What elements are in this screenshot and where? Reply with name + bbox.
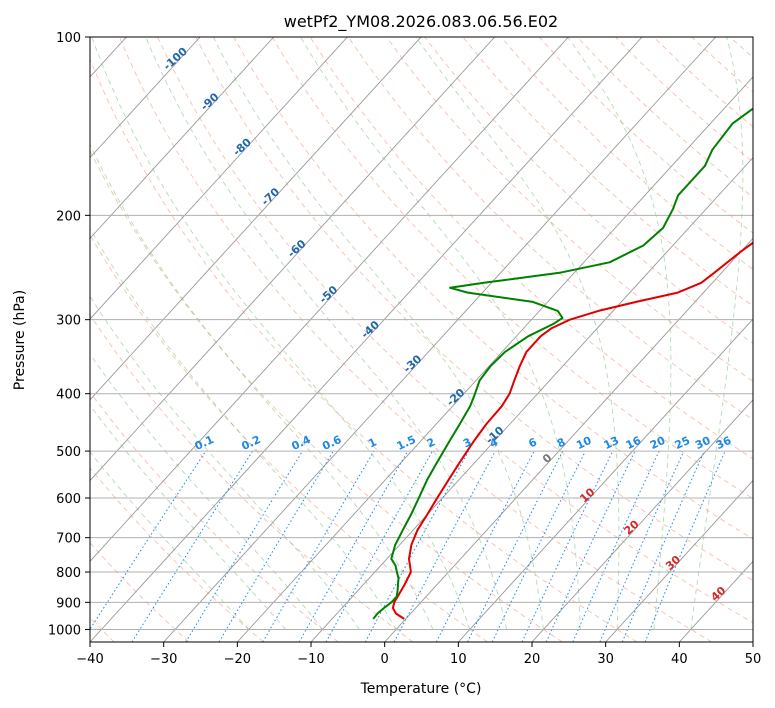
isotherm-line <box>310 156 753 642</box>
mixing-ratio-line <box>599 450 685 642</box>
x-tick-label: 30 <box>597 652 614 667</box>
x-tick-label: 50 <box>745 652 762 667</box>
mixing-ratio-line <box>364 450 470 642</box>
moist-adiabat <box>690 37 744 630</box>
isotherm-line <box>384 237 753 642</box>
moist-adiabat <box>90 227 397 630</box>
isotherm-line <box>163 37 717 642</box>
mixing-ratio-line <box>185 450 303 642</box>
moist-adiabat <box>90 295 360 630</box>
mixing-ratio-line <box>393 450 496 642</box>
y-tick-label: 600 <box>56 492 81 507</box>
x-axis-title: Temperature (°C) <box>360 681 482 697</box>
y-tick-label: 400 <box>56 388 81 403</box>
moist-adiabat <box>567 37 672 630</box>
temperature-profile-line <box>391 241 753 620</box>
mixing-ratio-line <box>90 450 207 631</box>
pressure-gridlines <box>90 37 753 630</box>
y-tick-label: 1000 <box>48 623 81 638</box>
mixing-ratio-label: 36 <box>714 434 734 452</box>
isotherm-line <box>90 37 201 159</box>
y-tick-label: 500 <box>56 445 81 460</box>
y-tick-label: 100 <box>56 31 81 46</box>
isotherm-line <box>90 37 643 642</box>
moist-adiabat <box>90 451 250 630</box>
moist-adiabat <box>415 37 620 630</box>
dewpoint-profile-line <box>372 107 753 620</box>
dry-adiabat <box>462 37 753 307</box>
dry-adiabat <box>271 37 753 500</box>
y-tick-label: 800 <box>56 566 81 581</box>
y-axis-title: Pressure (hPa) <box>12 290 28 390</box>
chart-title: wetPf2_YM08.2026.083.06.56.E02 <box>284 12 558 32</box>
x-tick-label: −10 <box>297 652 324 667</box>
isotherm-line <box>237 76 753 642</box>
mixing-ratio-line <box>467 450 564 642</box>
moist-adiabat <box>300 37 581 630</box>
isotherm-line <box>90 37 569 562</box>
x-tick-label: 0 <box>381 652 389 667</box>
moist-adiabat <box>90 404 286 630</box>
x-tick-label: 20 <box>524 652 541 667</box>
mixing-ratio-line <box>572 450 660 642</box>
mixing-ratio-label: 20 <box>648 434 668 452</box>
mixing-ratio-label: 10 <box>574 434 594 452</box>
background-reference-lines <box>90 37 753 642</box>
dry-adiabat <box>157 37 753 624</box>
x-tick-label: −40 <box>76 652 103 667</box>
dry-adiabat <box>90 467 264 642</box>
isotherm-line <box>90 37 348 320</box>
mixing-ratio-label: 16 <box>624 434 644 452</box>
isotherm-line <box>90 37 422 401</box>
mixing-ratio-line <box>644 450 726 642</box>
isotherm-line <box>90 37 496 482</box>
y-tick-label: 300 <box>56 314 81 329</box>
x-tick-label: 10 <box>450 652 467 667</box>
moist-adiabat <box>90 353 323 630</box>
x-tick-label: −20 <box>224 652 251 667</box>
x-tick-label: 40 <box>671 652 688 667</box>
dry-adiabat <box>90 234 488 642</box>
y-tick-label: 900 <box>56 596 81 611</box>
isotherm-line <box>90 37 275 240</box>
plot-frame <box>89 36 754 643</box>
sounding-series <box>372 107 753 620</box>
mixing-ratio-line <box>325 450 433 642</box>
mixing-ratio-label: 13 <box>602 434 621 452</box>
moist-adiabat <box>90 143 434 630</box>
dry-adiabat <box>347 37 753 421</box>
isotherm-line <box>531 399 753 642</box>
dry-adiabat <box>90 149 563 642</box>
dry-adiabat <box>195 37 753 582</box>
x-tick-label: −30 <box>150 652 177 667</box>
y-tick-label: 700 <box>56 532 81 547</box>
isotherm-line <box>605 479 753 642</box>
y-axis: 100 200 300 400 500 600 700 800 900 1000 <box>48 31 90 638</box>
mixing-ratio-line <box>131 450 254 642</box>
isotherm-line <box>458 318 753 642</box>
dry-adiabat <box>386 37 753 382</box>
x-axis: −40 −30 −20 −10 0 10 20 30 40 50 <box>76 642 761 667</box>
y-tick-label: 200 <box>56 209 81 224</box>
moist-adiabat <box>145 37 508 630</box>
mixing-ratio-line <box>621 450 705 642</box>
mixing-ratio-label: 25 <box>673 434 692 452</box>
mixing-ratio-label: 30 <box>693 434 713 452</box>
